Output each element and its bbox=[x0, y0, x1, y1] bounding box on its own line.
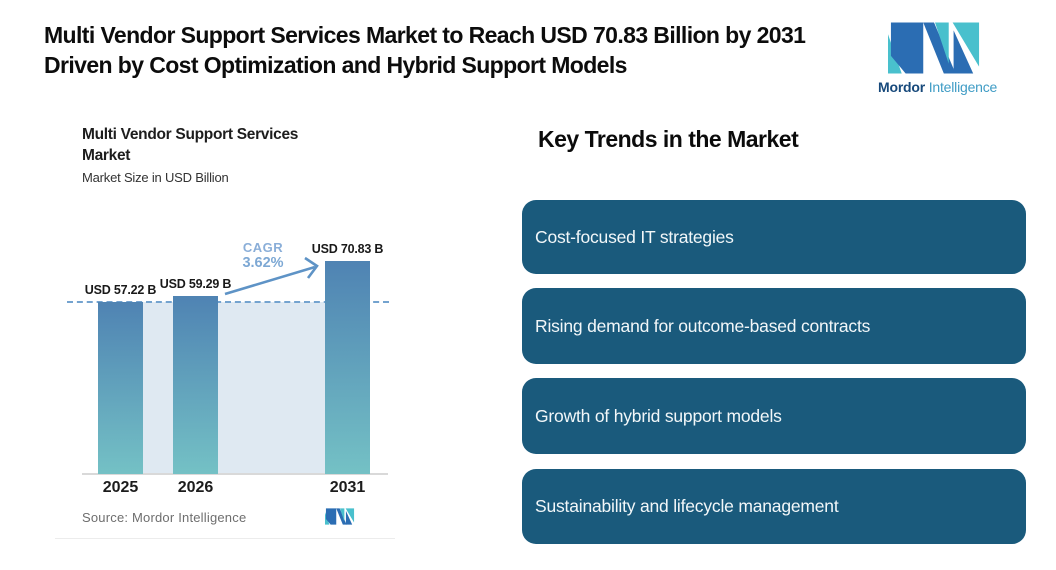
reference-dashed-line bbox=[67, 300, 389, 303]
plot-background-panel bbox=[98, 301, 370, 474]
bar-2031 bbox=[325, 261, 370, 474]
trend-item-cost-focused: Cost-focused IT strategies bbox=[522, 200, 1026, 274]
chart-title: Multi Vendor Support Services Market bbox=[82, 126, 299, 164]
chart-subtitle: Market Size in USD Billion bbox=[82, 170, 229, 185]
trend-item-sustainability: Sustainability and lifecycle management bbox=[522, 469, 1026, 544]
brand-name-primary: Mordor bbox=[878, 79, 926, 95]
chart-card-divider bbox=[55, 538, 395, 539]
trend-item-outcome-contracts: Rising demand for outcome-based contract… bbox=[522, 288, 1026, 364]
mordor-logo: Mordor Intelligence bbox=[878, 22, 1034, 95]
brand-name-secondary: Intelligence bbox=[928, 79, 998, 95]
bar-value-label: USD 70.83 B bbox=[311, 242, 384, 256]
page-title: Multi Vendor Support Services Market to … bbox=[44, 22, 806, 78]
cagr-value: 3.62% bbox=[242, 255, 284, 271]
mordor-logo-text: Mordor Intelligence bbox=[878, 79, 1034, 95]
source-attribution: Source: Mordor Intelligence bbox=[82, 510, 247, 525]
mordor-logo-mark-icon bbox=[888, 22, 980, 74]
x-axis-line bbox=[82, 473, 388, 475]
x-axis-tick-2031: 2031 bbox=[329, 479, 366, 496]
mordor-logo-mini-icon bbox=[325, 508, 355, 525]
trend-label: Sustainability and lifecycle management bbox=[535, 496, 839, 516]
x-axis-tick-2026: 2026 bbox=[177, 479, 214, 496]
bar-2026 bbox=[173, 295, 218, 474]
trend-label: Growth of hybrid support models bbox=[535, 405, 782, 426]
bar-value-label: USD 57.22 B bbox=[84, 282, 157, 297]
trend-item-hybrid-models: Growth of hybrid support models bbox=[522, 378, 1026, 454]
bar-2025 bbox=[98, 301, 143, 474]
cagr-label: CAGR bbox=[242, 240, 284, 255]
market-chart-card: Multi Vendor Support Services Market Mar… bbox=[55, 110, 400, 550]
trends-heading: Key Trends in the Market bbox=[538, 126, 799, 152]
trend-label: Cost-focused IT strategies bbox=[535, 226, 734, 247]
bar-value-label: USD 59.29 B bbox=[159, 276, 232, 291]
cagr-annotation: CAGR 3.62% bbox=[223, 240, 303, 271]
trend-label: Rising demand for outcome-based contract… bbox=[535, 315, 871, 336]
x-axis-tick-2025: 2025 bbox=[102, 479, 139, 496]
cagr-arrow-icon bbox=[224, 256, 319, 296]
